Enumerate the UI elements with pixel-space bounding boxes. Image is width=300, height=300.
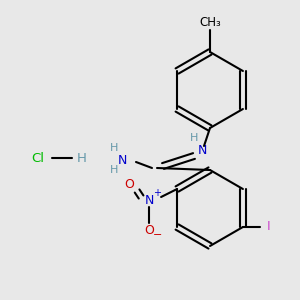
Text: +: +	[153, 188, 161, 198]
Text: H: H	[110, 165, 118, 175]
Text: H: H	[110, 143, 118, 153]
Text: N: N	[117, 154, 127, 166]
Text: O: O	[124, 178, 134, 191]
Text: −: −	[152, 230, 162, 240]
Text: CH₃: CH₃	[199, 16, 221, 28]
Text: N: N	[144, 194, 154, 208]
Text: Cl: Cl	[32, 152, 44, 164]
Text: H: H	[77, 152, 87, 164]
Text: I: I	[267, 220, 271, 233]
Text: N: N	[197, 143, 207, 157]
Text: O: O	[144, 224, 154, 238]
Text: H: H	[190, 133, 198, 143]
